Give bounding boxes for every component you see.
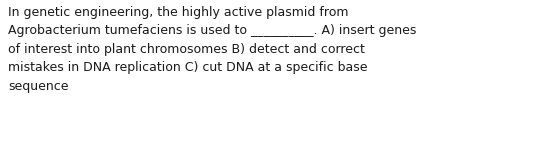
Text: In genetic engineering, the highly active plasmid from
Agrobacterium tumefaciens: In genetic engineering, the highly activ…	[8, 6, 416, 93]
